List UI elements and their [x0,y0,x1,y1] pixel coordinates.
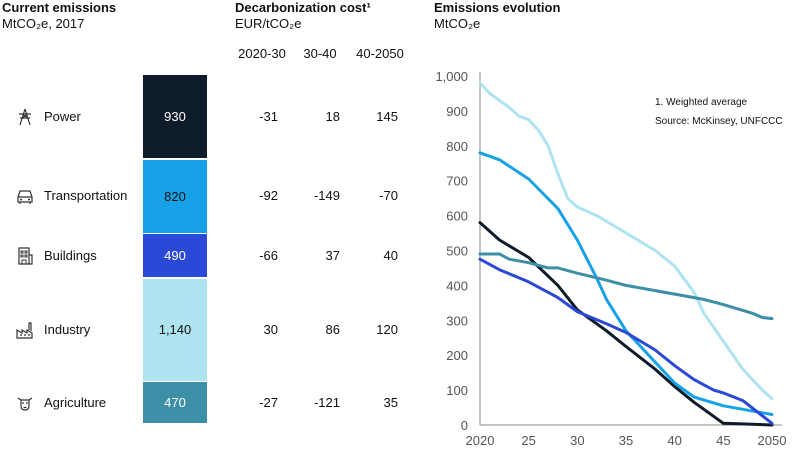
series-line-3 [478,257,774,425]
cost-value: 86 [325,321,340,337]
y-tick-label: 900 [446,104,468,119]
x-tick-label: 25 [521,433,535,448]
x-tick-label: 30 [570,433,584,448]
chart-note-weighted-average: 1. Weighted average [655,97,748,108]
x-tick-label: 2020 [466,433,495,448]
cost-value: 145 [376,108,398,124]
sector-label-transportation: Transportation [44,188,128,204]
y-tick-label: 300 [446,313,468,328]
cost-subtitle: EUR/tCO₂e [235,16,302,31]
cost-column-header: 40-2050 [356,46,404,61]
bar-value-label: 930 [164,109,186,125]
series-line-5 [478,252,774,321]
cost-value: -27 [259,394,278,410]
x-tick-label: 2050 [758,433,787,448]
bar-segment-power: 930 [143,75,207,159]
bar-segment-industry: 1,140 [143,278,207,381]
y-tick-label: 100 [446,383,468,398]
building-icon [15,246,35,266]
bar-value-label: 470 [164,395,186,411]
cost-value: 37 [325,247,340,263]
cost-value: -31 [259,108,278,124]
cost-value: -92 [259,188,278,204]
series-line-1 [478,221,774,427]
y-tick-label: 0 [461,418,468,433]
emissions-line-chart: 1. Weighted average Source: McKinsey, UN… [435,69,787,448]
series-line-4 [478,81,774,401]
cost-value: 18 [325,108,340,124]
sector-label-buildings: Buildings [44,247,97,263]
x-tick-label: 35 [619,433,633,448]
bar-segment-transportation: 820 [143,159,207,233]
bar-value-label: 820 [164,188,186,204]
emissions-subtitle: MtCO₂e, 2017 [2,16,85,31]
cost-value: -66 [259,247,278,263]
cost-value: -149 [313,188,340,204]
sector-label-industry: Industry [44,321,91,337]
cost-title: Decarbonization cost¹ [235,0,371,15]
bar-segment-buildings: 490 [143,234,207,278]
emissions-title: Current emissions [2,0,117,15]
y-tick-label: 600 [446,209,468,224]
evolution-subtitle: MtCO₂e [434,16,481,31]
cost-value: -121 [313,394,340,410]
y-tick-label: 400 [446,278,468,293]
cost-value: 30 [263,321,278,337]
x-tick-label: 45 [716,433,730,448]
sector-label-agriculture: Agriculture [44,394,107,410]
y-tick-label: 1,000 [435,69,468,84]
power-pylon-icon [15,107,35,127]
evolution-title: Emissions evolution [434,0,561,15]
cost-value: 40 [383,247,398,263]
sector-label-power: Power [44,108,81,124]
cost-value: 120 [376,321,398,337]
series-line-2 [478,151,774,416]
cow-icon [15,393,35,413]
factory-icon [15,320,35,340]
cost-column-header: 30-40 [303,46,337,61]
bar-value-label: 490 [164,248,186,264]
y-tick-label: 500 [446,244,468,259]
cost-value: 35 [383,394,398,410]
bar-value-label: 1,140 [158,322,192,338]
bar-segment-agriculture: 470 [143,382,207,424]
y-tick-label: 700 [446,174,468,189]
cost-value: -70 [379,188,398,204]
y-tick-label: 200 [446,348,468,363]
car-icon [15,186,35,206]
cost-column-header: 2020-30 [238,46,286,61]
y-tick-label: 800 [446,139,468,154]
chart-note-source: Source: McKinsey, UNFCCC [655,116,783,127]
x-tick-label: 40 [667,433,681,448]
